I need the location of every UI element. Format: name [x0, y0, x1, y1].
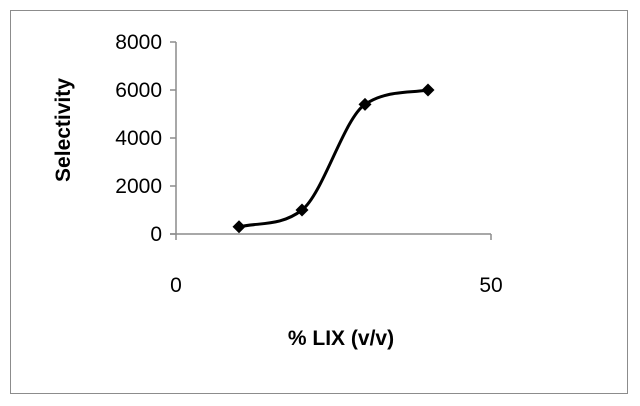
axes: 0 2000 4000 6000 8000 0 50	[115, 31, 502, 297]
y-tick-label: 4000	[115, 127, 162, 150]
x-axis-title: % LIX (v/v)	[288, 327, 394, 350]
x-tick-label: 0	[170, 274, 182, 297]
series-layer	[232, 83, 435, 234]
data-point-marker	[421, 83, 435, 97]
y-tick-label: 6000	[115, 79, 162, 102]
y-tick-label: 8000	[115, 31, 162, 54]
data-point-marker	[295, 203, 309, 217]
x-tick-label: 50	[479, 274, 502, 297]
series-line	[238, 88, 429, 229]
chart-frame	[10, 10, 628, 394]
y-tick-label: 2000	[115, 175, 162, 198]
y-axis-title: Selectivity	[52, 78, 75, 182]
data-point-marker	[358, 97, 372, 111]
y-tick-label: 0	[150, 223, 162, 246]
data-point-marker	[232, 220, 246, 234]
